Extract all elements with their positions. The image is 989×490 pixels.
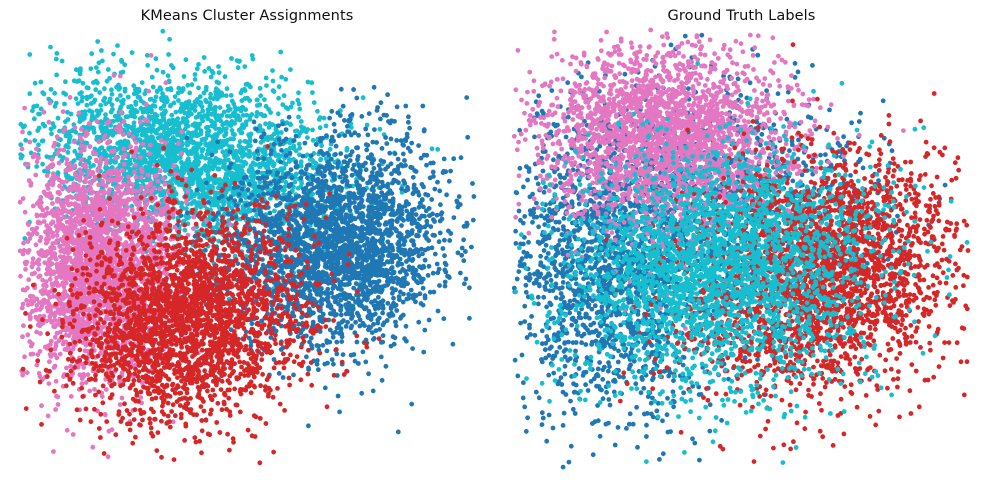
- series-3: [20, 144, 382, 466]
- scatter-points: [604, 42, 971, 465]
- series-1: [163, 84, 477, 435]
- series-2: [17, 53, 233, 460]
- series-2: [604, 42, 971, 465]
- ground-truth-scatter-plot: [511, 27, 971, 470]
- scatter-points: [18, 28, 441, 302]
- series-0: [18, 28, 441, 302]
- chart-title: KMeans Cluster Assignments: [140, 8, 354, 24]
- kmeans-panel: KMeans Cluster Assignments: [0, 0, 494, 490]
- scatter-points: [511, 27, 906, 331]
- scatter-points: [17, 53, 233, 460]
- chart-title: Ground Truth Labels: [667, 8, 816, 24]
- scatter-points: [20, 144, 382, 466]
- scatter-points: [163, 84, 477, 435]
- ground-truth-panel: Ground Truth Labels: [494, 0, 989, 490]
- kmeans-scatter-plot: [17, 28, 477, 466]
- series-1: [511, 27, 906, 331]
